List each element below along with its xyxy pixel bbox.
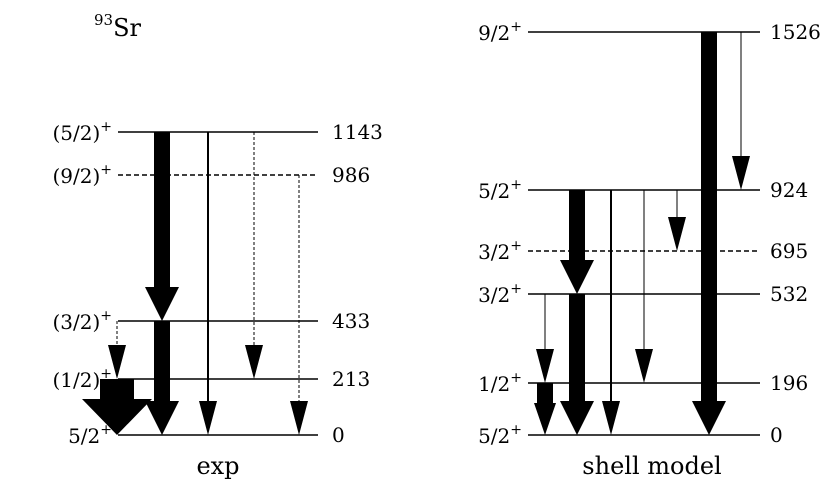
arrow-head <box>145 401 179 435</box>
level-energy-label: 433 <box>332 309 370 333</box>
transition-arrow-986-0 <box>290 175 308 435</box>
level-energy-label: 0 <box>332 423 345 447</box>
arrow-head <box>290 401 308 435</box>
arrow-head <box>560 260 594 294</box>
level-spin-label: (9/2)+ <box>52 162 112 188</box>
spin-value: 5/2 <box>68 424 100 448</box>
level-energy-label: 924 <box>770 178 808 202</box>
element-symbol: Sr <box>113 14 141 42</box>
arrow-head <box>692 401 726 435</box>
level-energy-label: 532 <box>770 282 808 306</box>
arrow-shaft <box>100 379 134 400</box>
level-spin-label: 5/2+ <box>478 177 522 203</box>
transition-arrow-532-0 <box>560 294 594 435</box>
arrow-head <box>732 156 750 190</box>
parity-value: + <box>100 119 112 135</box>
parity-value: + <box>510 177 522 193</box>
parity-value: + <box>100 366 112 382</box>
level-spin-label: 5/2+ <box>68 422 112 448</box>
level-energy-label: 213 <box>332 367 370 391</box>
spin-value: (3/2) <box>52 310 100 334</box>
transition-arrow-1143-0 <box>199 132 217 435</box>
spin-value: 1/2 <box>478 372 510 396</box>
parity-value: + <box>510 238 522 254</box>
level-spin-label: (5/2)+ <box>52 119 112 145</box>
arrow-head <box>668 217 686 251</box>
level-energy-label: 1526 <box>770 20 821 44</box>
level-energy-label: 196 <box>770 371 808 395</box>
arrow-shaft <box>569 190 585 261</box>
level-spin-label: 9/2+ <box>478 19 522 45</box>
level-energy-label: 695 <box>770 239 808 263</box>
transition-arrow-532-196 <box>536 294 554 383</box>
nucleus-label: 93Sr <box>94 11 142 42</box>
arrow-shaft <box>154 132 170 288</box>
transition-arrow-1143-213 <box>245 132 263 379</box>
spin-value: (5/2) <box>52 121 100 145</box>
panel-caption: shell model <box>582 452 721 480</box>
transition-arrow-924-532 <box>560 190 594 294</box>
transition-arrow-433-213 <box>108 321 126 379</box>
arrow-head <box>560 401 594 435</box>
parity-value: + <box>100 162 112 178</box>
panel-caption: exp <box>196 452 239 480</box>
spin-value: 9/2 <box>478 21 510 45</box>
transition-arrow-1143-433 <box>145 132 179 321</box>
exp-panel: 5/2+ 0(1/2)+ 213(3/2)+ 433(9/2)+ 986(5/2)+ 11… <box>52 119 382 480</box>
spin-value: 5/2 <box>478 424 510 448</box>
parity-value: + <box>510 19 522 35</box>
level-energy-label: 0 <box>770 423 783 447</box>
parity-value: + <box>100 422 112 438</box>
spin-value: 3/2 <box>478 283 510 307</box>
arrow-shaft <box>569 294 585 402</box>
arrow-head <box>199 401 217 435</box>
arrow-head <box>602 401 620 435</box>
level-spin-label: 5/2+ <box>478 422 522 448</box>
spin-value: 3/2 <box>478 240 510 264</box>
arrow-head <box>536 349 554 383</box>
transition-arrow-196-0 <box>534 383 556 435</box>
parity-value: + <box>100 308 112 324</box>
level-spin-label: 3/2+ <box>478 238 522 264</box>
arrow-head <box>245 345 263 379</box>
arrow-head <box>108 345 126 379</box>
arrow-shaft <box>537 383 553 404</box>
parity-value: + <box>510 281 522 297</box>
level-energy-label: 1143 <box>332 120 383 144</box>
arrow-shaft <box>154 321 170 402</box>
mass-number: 93 <box>94 11 113 29</box>
arrow-shaft <box>701 32 717 402</box>
transition-arrow-213-0 <box>82 379 152 435</box>
parity-value: + <box>510 370 522 386</box>
transition-arrow-433-0 <box>145 321 179 435</box>
transition-arrow-924-695 <box>668 190 686 251</box>
transition-arrow-1526-924 <box>732 32 750 190</box>
level-spin-label: (3/2)+ <box>52 308 112 334</box>
arrow-head <box>635 349 653 383</box>
arrow-head <box>82 399 152 435</box>
arrow-head <box>145 287 179 321</box>
level-spin-label: 1/2+ <box>478 370 522 396</box>
spin-value: (1/2) <box>52 368 100 392</box>
parity-value: + <box>510 422 522 438</box>
arrow-head <box>534 403 556 435</box>
spin-value: 5/2 <box>478 179 510 203</box>
transition-arrow-924-196 <box>635 190 653 383</box>
level-spin-label: 3/2+ <box>478 281 522 307</box>
spin-value: (9/2) <box>52 164 100 188</box>
level-spin-label: (1/2)+ <box>52 366 112 392</box>
transition-arrow-924-0 <box>602 190 620 435</box>
level-energy-label: 986 <box>332 163 370 187</box>
transition-arrow-1526-0 <box>692 32 726 435</box>
